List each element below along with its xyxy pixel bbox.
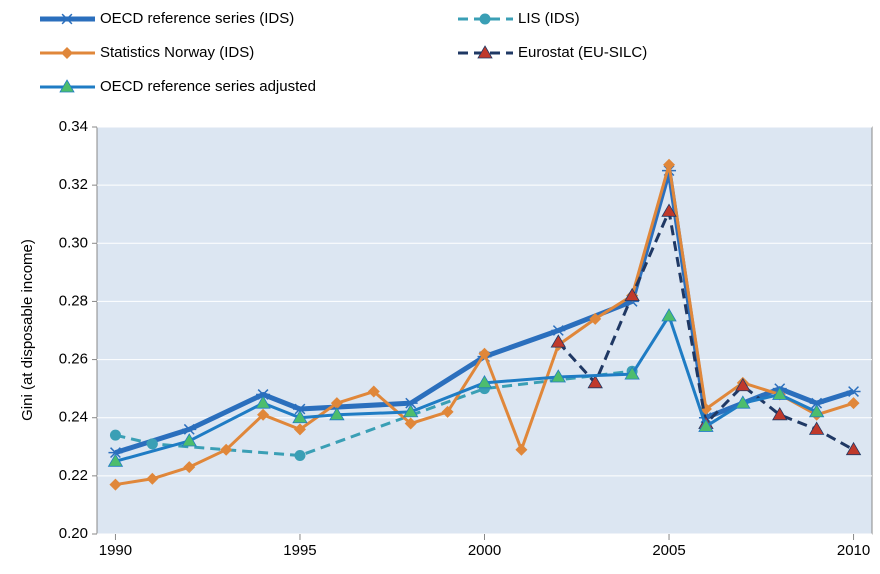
legend-label: LIS (IDS) [518, 10, 580, 27]
marker [550, 334, 567, 348]
marker [294, 450, 306, 462]
marker [515, 443, 528, 456]
marker [698, 418, 714, 432]
marker [367, 385, 380, 398]
y-tick-label: 0.20 [59, 525, 88, 542]
marker [661, 308, 677, 322]
y-tick-label: 0.30 [59, 234, 88, 251]
marker [293, 423, 306, 436]
legend-label: OECD reference series (IDS) [100, 10, 294, 27]
marker [220, 443, 233, 456]
marker [551, 325, 566, 336]
marker [550, 369, 567, 383]
y-tick-label: 0.32 [59, 176, 88, 193]
y-tick-label: 0.28 [59, 292, 88, 309]
marker [624, 366, 640, 380]
legend-marker [479, 13, 491, 25]
marker [292, 409, 308, 424]
y-tick-label: 0.22 [59, 467, 88, 484]
marker [808, 421, 825, 435]
y-tick-label: 0.26 [59, 351, 88, 368]
marker [661, 203, 677, 217]
x-tick-label: 1990 [99, 542, 132, 559]
marker [330, 397, 343, 410]
marker [257, 408, 270, 421]
marker [109, 478, 122, 491]
y-axis-label: Gini (at disposable income) [19, 239, 36, 421]
marker [735, 377, 751, 392]
plot-area [96, 126, 873, 535]
marker [109, 429, 121, 441]
marker [735, 395, 751, 409]
marker [255, 395, 271, 409]
marker [772, 407, 788, 421]
marker [663, 158, 676, 171]
marker [256, 389, 271, 400]
marker [329, 407, 345, 421]
marker [846, 386, 861, 397]
marker [624, 287, 640, 302]
marker [183, 461, 196, 474]
marker [404, 417, 417, 430]
legend-marker [60, 13, 74, 25]
marker [403, 397, 418, 409]
legend-label: OECD reference series adjusted [100, 78, 316, 95]
x-tick-label: 2010 [837, 542, 870, 559]
marker [292, 403, 307, 415]
marker [845, 441, 862, 456]
legend-marker [477, 45, 493, 59]
y-tick-label: 0.34 [59, 118, 88, 135]
marker [808, 404, 825, 418]
marker [146, 438, 158, 450]
legend-marker [61, 47, 73, 59]
marker [587, 375, 603, 389]
legend-label: Statistics Norway (IDS) [100, 44, 254, 61]
legend-label: Eurostat (EU-SILC) [518, 44, 647, 61]
marker [809, 397, 824, 409]
marker [182, 423, 197, 435]
marker [589, 312, 602, 325]
y-tick-label: 0.24 [59, 409, 88, 426]
marker [478, 347, 491, 360]
x-tick-label: 1995 [283, 542, 316, 559]
marker [108, 447, 123, 459]
marker [772, 386, 788, 400]
x-tick-label: 2000 [468, 542, 501, 559]
marker [441, 405, 454, 418]
marker [402, 404, 419, 418]
marker [476, 375, 493, 389]
x-tick-label: 2005 [652, 542, 685, 559]
legend-marker [59, 79, 75, 93]
marker [847, 397, 860, 410]
marker [146, 472, 159, 485]
marker [107, 453, 124, 467]
marker [181, 433, 197, 447]
